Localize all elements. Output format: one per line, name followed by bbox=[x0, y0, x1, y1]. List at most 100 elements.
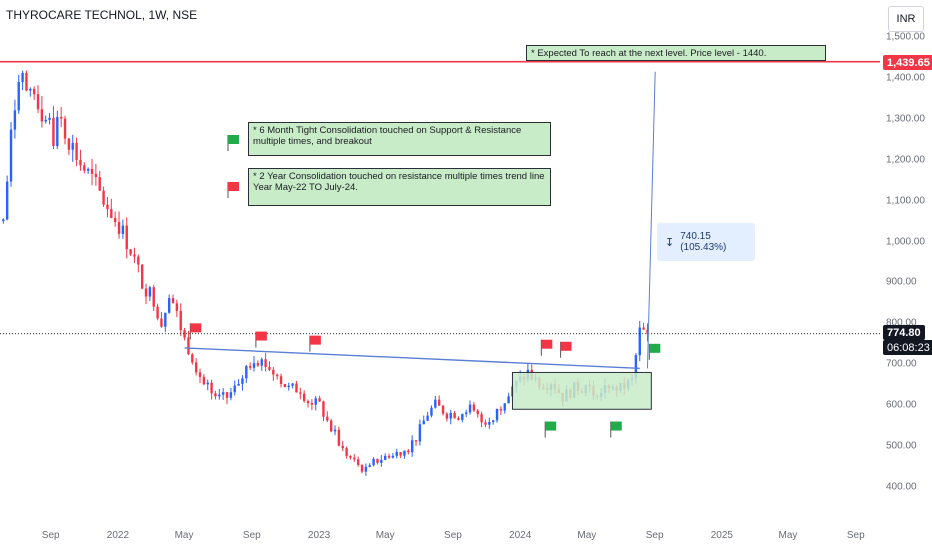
candle-body bbox=[383, 455, 387, 460]
x-tick-label: Sep bbox=[846, 530, 865, 541]
candle-body bbox=[25, 72, 28, 91]
y-tick-label: 800.00 bbox=[886, 317, 917, 329]
candle-body bbox=[318, 398, 321, 402]
candle-body bbox=[83, 165, 86, 171]
candle-body bbox=[260, 359, 263, 366]
candle-body bbox=[71, 142, 74, 150]
candle-body bbox=[156, 306, 159, 319]
candle-body bbox=[380, 459, 383, 463]
candle-body bbox=[252, 363, 256, 368]
candle-body bbox=[175, 303, 179, 311]
x-tick-label: Sep bbox=[242, 530, 261, 541]
resistance-price-badge: 1,439.65 bbox=[883, 55, 932, 70]
candle-body bbox=[279, 376, 283, 385]
y-tick-label: 1,000.00 bbox=[886, 236, 925, 248]
candle-body bbox=[306, 400, 310, 404]
candle-body bbox=[287, 385, 290, 387]
red-flag-icon bbox=[560, 341, 572, 351]
candle-body bbox=[52, 117, 55, 147]
candle-body bbox=[356, 459, 360, 465]
currency-button[interactable]: INR bbox=[888, 6, 924, 32]
candle-body bbox=[140, 264, 144, 289]
x-tick-label: Sep bbox=[444, 530, 462, 541]
green-flag-icon bbox=[610, 421, 622, 431]
y-tick-label: 1,300.00 bbox=[886, 113, 925, 125]
candle-body bbox=[59, 116, 63, 119]
candle-body bbox=[160, 318, 163, 327]
candle-body bbox=[264, 359, 267, 368]
candle-body bbox=[268, 367, 271, 370]
target-annotation[interactable]: * Expected To reach at the next level. P… bbox=[526, 45, 826, 61]
candle-body bbox=[214, 393, 217, 397]
candle-body bbox=[638, 327, 641, 356]
y-tick-label: 500.00 bbox=[886, 440, 917, 452]
y-tick-label: 600.00 bbox=[886, 399, 917, 411]
candle-body bbox=[210, 382, 213, 394]
candle-body bbox=[295, 383, 298, 393]
consolidation-box bbox=[511, 371, 652, 410]
candle-body bbox=[426, 415, 429, 421]
candle-body bbox=[353, 457, 356, 460]
candle-body bbox=[472, 404, 476, 411]
candle-body bbox=[333, 429, 337, 432]
x-tick-label: 2022 bbox=[106, 530, 130, 541]
candle-body bbox=[98, 177, 101, 191]
target-line bbox=[646, 71, 656, 369]
x-tick-label: May bbox=[778, 530, 798, 541]
candle-body bbox=[507, 396, 510, 404]
candle-body bbox=[32, 88, 36, 95]
candle-body bbox=[299, 392, 302, 394]
candle-body bbox=[187, 337, 190, 355]
measure-label[interactable]: ↧ 740.15 (105.43%) bbox=[657, 223, 755, 261]
candle-body bbox=[399, 452, 402, 456]
candle-body bbox=[372, 458, 375, 466]
last-price-badge: 774.80 bbox=[883, 325, 925, 340]
consolidation-2y-annotation[interactable]: * 2 Year Consolidation touched on resist… bbox=[248, 168, 551, 206]
candle-body bbox=[202, 376, 206, 385]
y-tick-label: 400.00 bbox=[886, 481, 917, 493]
x-tick-label: May bbox=[174, 530, 194, 541]
candle-body bbox=[106, 204, 109, 210]
overlays-layer bbox=[0, 60, 880, 438]
candle-body bbox=[56, 116, 59, 147]
candle-body bbox=[437, 399, 441, 406]
candle-body bbox=[368, 465, 371, 467]
candle-body bbox=[391, 455, 395, 458]
trendline bbox=[184, 347, 640, 370]
y-tick-label: 1,400.00 bbox=[886, 72, 925, 84]
candle-body bbox=[403, 450, 406, 456]
chart-title: THYROCARE TECHNOL, 1W, NSE bbox=[6, 8, 198, 22]
red-flag-icon bbox=[255, 331, 267, 341]
candle-body bbox=[329, 420, 333, 432]
red-flag-icon bbox=[309, 335, 321, 345]
candle-body bbox=[117, 222, 121, 234]
candle-body bbox=[110, 209, 113, 219]
candle-body bbox=[449, 412, 452, 419]
countdown-badge: 06:08:23 bbox=[883, 340, 932, 355]
candle-body bbox=[376, 458, 379, 463]
candle-body bbox=[102, 190, 105, 205]
candle-body bbox=[272, 369, 275, 375]
candle-body bbox=[453, 412, 456, 419]
candle-body bbox=[407, 450, 410, 453]
candle-body bbox=[410, 440, 414, 453]
candle-body bbox=[341, 445, 344, 449]
candle-body bbox=[152, 287, 155, 307]
legend-red-flag-icon bbox=[228, 182, 239, 191]
candle-body bbox=[44, 119, 47, 122]
candle-body bbox=[495, 408, 499, 421]
candle-body bbox=[206, 382, 209, 385]
candle-body bbox=[2, 219, 5, 222]
candle-body bbox=[164, 312, 167, 327]
consolidation-6m-annotation[interactable]: * 6 Month Tight Consolidation touched on… bbox=[248, 122, 551, 156]
candle-body bbox=[480, 414, 483, 423]
candle-body bbox=[464, 412, 468, 415]
candle-body bbox=[75, 142, 78, 160]
x-tick-label: May bbox=[375, 530, 395, 541]
candle-body bbox=[283, 384, 287, 387]
candle-body bbox=[183, 330, 186, 338]
candle-body bbox=[221, 392, 225, 395]
candle-body bbox=[79, 159, 82, 166]
candle-body bbox=[86, 168, 90, 171]
